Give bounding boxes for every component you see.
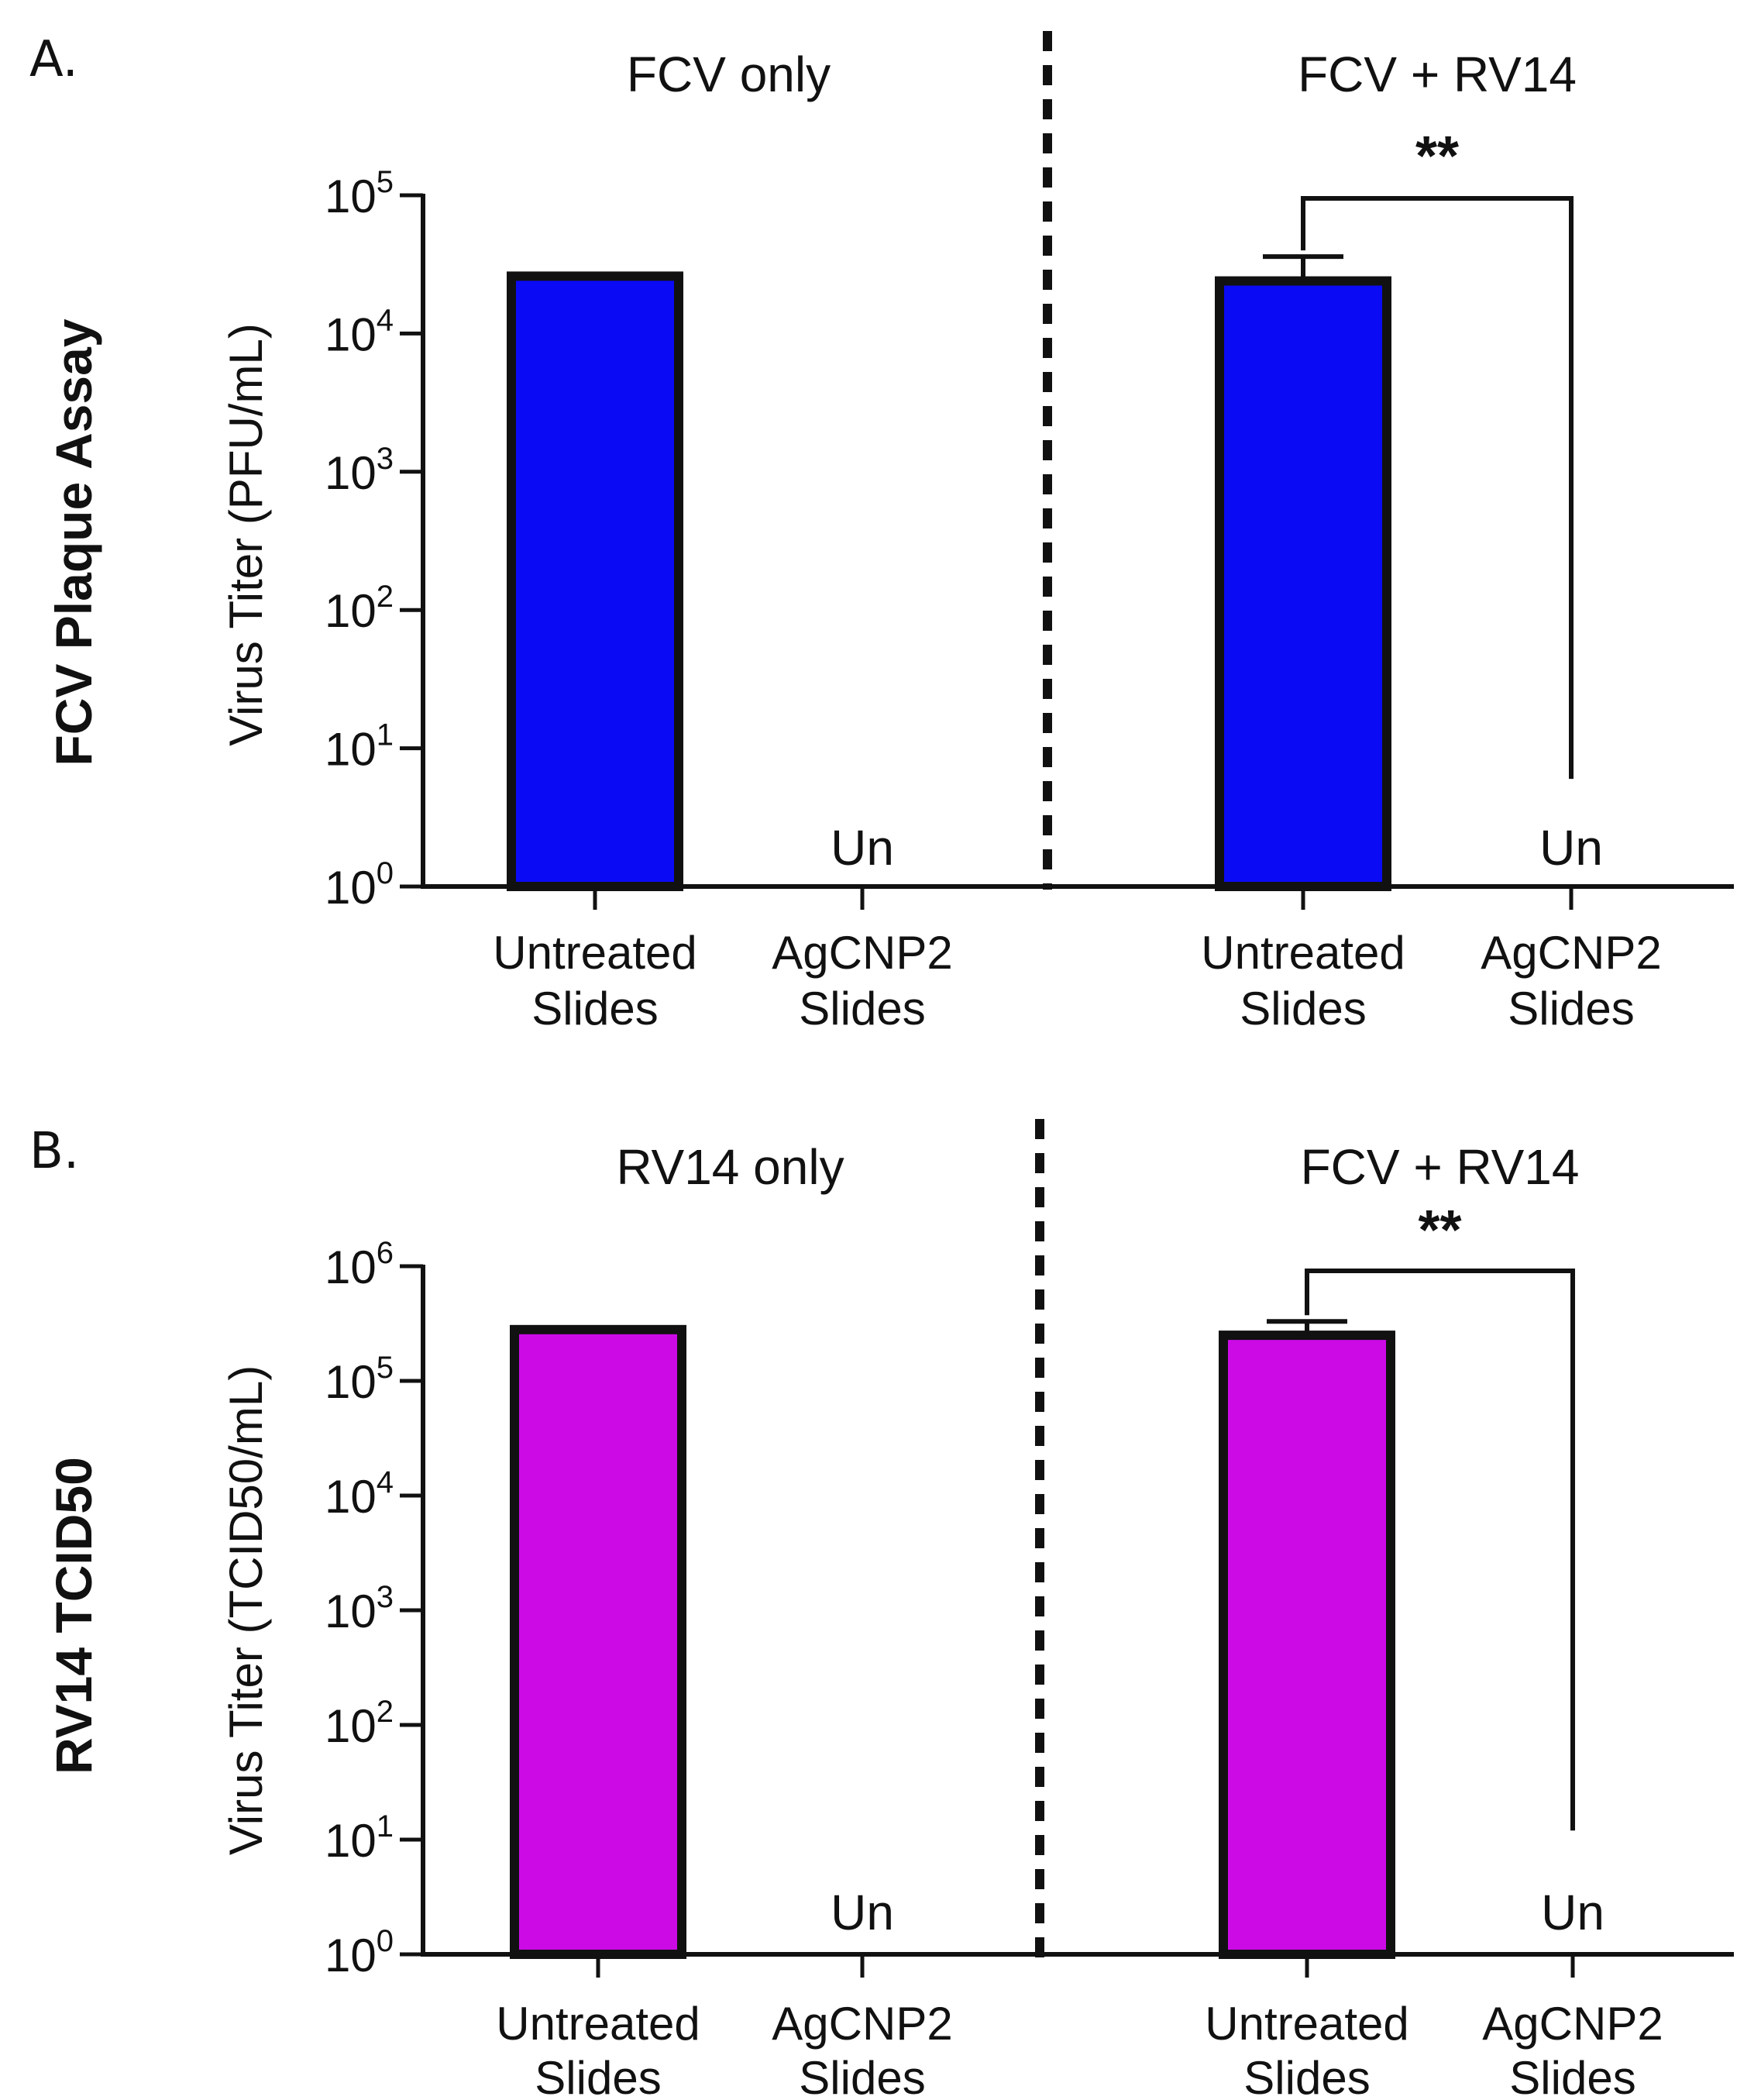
- panel-b: B.RV14 TCID50 Virus Titer (TCID50/mL)1001…: [29, 1119, 1734, 2100]
- x-tick-label: Slides: [535, 2052, 661, 2100]
- tick-exponent: 4: [377, 1465, 394, 1499]
- x-tick-label: Slides: [531, 983, 658, 1035]
- y-tick-label: 102: [325, 1695, 394, 1752]
- tick-base: 10: [325, 1356, 377, 1408]
- undetected-label: Un: [1541, 1885, 1605, 1940]
- tick-base: 10: [325, 1241, 377, 1293]
- bar: [510, 1324, 686, 1959]
- undetected-label: Un: [831, 820, 894, 876]
- x-tick-label: Slides: [799, 2052, 925, 2100]
- x-tick-label: Untreated: [493, 927, 697, 979]
- x-tick-label: Untreated: [1205, 1998, 1409, 2050]
- tick-exponent: 2: [377, 580, 394, 614]
- row-title: RV14 TCID50: [45, 1457, 102, 1775]
- panel-a: A.FCV Plaque Assay Virus Titer (PFU/mL)10…: [29, 31, 1734, 1035]
- y-tick-label: 103: [325, 442, 394, 499]
- x-tick-label: AgCNP2: [1481, 927, 1661, 979]
- tick-base: 10: [325, 1815, 377, 1867]
- undetected-label: Un: [1539, 820, 1603, 876]
- tick-base: 10: [325, 585, 377, 637]
- y-tick-label: 100: [325, 856, 394, 914]
- x-tick-label: Untreated: [496, 1998, 700, 2050]
- x-tick-label: Slides: [1240, 983, 1366, 1035]
- y-tick-label: 104: [325, 303, 394, 360]
- tick-base: 10: [325, 170, 377, 222]
- bar: [1219, 1331, 1395, 1959]
- group-title: RV14 only: [616, 1139, 844, 1195]
- y-tick-label: 102: [325, 580, 394, 637]
- significance-label: **: [1415, 126, 1459, 188]
- y-tick-label: 104: [325, 1465, 394, 1523]
- y-tick-label: 106: [325, 1236, 394, 1293]
- y-axis-label: Virus Titer (TCID50/mL): [220, 1365, 272, 1855]
- bar: [507, 271, 683, 891]
- tick-exponent: 6: [377, 1236, 394, 1270]
- y-tick-label: 103: [325, 1580, 394, 1637]
- x-tick-label: Slides: [1243, 2052, 1370, 2100]
- tick-base: 10: [325, 724, 377, 776]
- x-tick-label: AgCNP2: [1482, 1998, 1663, 2050]
- x-tick-label: Slides: [1508, 983, 1634, 1035]
- tick-base: 10: [325, 308, 377, 360]
- tick-exponent: 3: [377, 1580, 394, 1614]
- tick-exponent: 1: [377, 1809, 394, 1844]
- tick-base: 10: [325, 862, 377, 914]
- tick-exponent: 0: [377, 856, 394, 890]
- tick-exponent: 2: [377, 1695, 394, 1729]
- x-tick-label: AgCNP2: [772, 927, 952, 979]
- tick-exponent: 5: [377, 1351, 394, 1385]
- tick-base: 10: [325, 1585, 377, 1637]
- y-tick-label: 101: [325, 1809, 394, 1867]
- significance-label: **: [1418, 1200, 1461, 1262]
- tick-exponent: 0: [377, 1924, 394, 1958]
- significance-bracket: [1301, 196, 1574, 780]
- x-tick-label: Untreated: [1201, 927, 1405, 979]
- significance-bracket: [1305, 1269, 1575, 1831]
- y-tick-label: 105: [325, 165, 394, 222]
- tick-exponent: 3: [377, 442, 394, 476]
- x-tick-label: Slides: [799, 983, 925, 1035]
- tick-exponent: 1: [377, 718, 394, 752]
- row-title: FCV Plaque Assay: [45, 318, 102, 766]
- panel-letter: A.: [29, 31, 78, 88]
- bar: [1215, 276, 1391, 891]
- tick-exponent: 5: [377, 165, 394, 199]
- y-tick-label: 100: [325, 1924, 394, 1981]
- group-title: FCV + RV14: [1298, 46, 1577, 102]
- group-title: FCV only: [627, 46, 831, 102]
- x-tick-label: AgCNP2: [772, 1998, 952, 2050]
- tick-base: 10: [325, 1471, 377, 1523]
- y-axis-label: Virus Titer (PFU/mL): [220, 323, 272, 746]
- x-tick-label: Slides: [1509, 2052, 1635, 2100]
- tick-base: 10: [325, 1700, 377, 1752]
- tick-base: 10: [325, 1930, 377, 1981]
- group-title: FCV + RV14: [1301, 1139, 1580, 1195]
- tick-base: 10: [325, 447, 377, 499]
- tick-exponent: 4: [377, 303, 394, 337]
- panel-letter: B.: [29, 1123, 79, 1180]
- undetected-label: Un: [831, 1885, 894, 1940]
- y-tick-label: 101: [325, 718, 394, 776]
- y-tick-label: 105: [325, 1351, 394, 1408]
